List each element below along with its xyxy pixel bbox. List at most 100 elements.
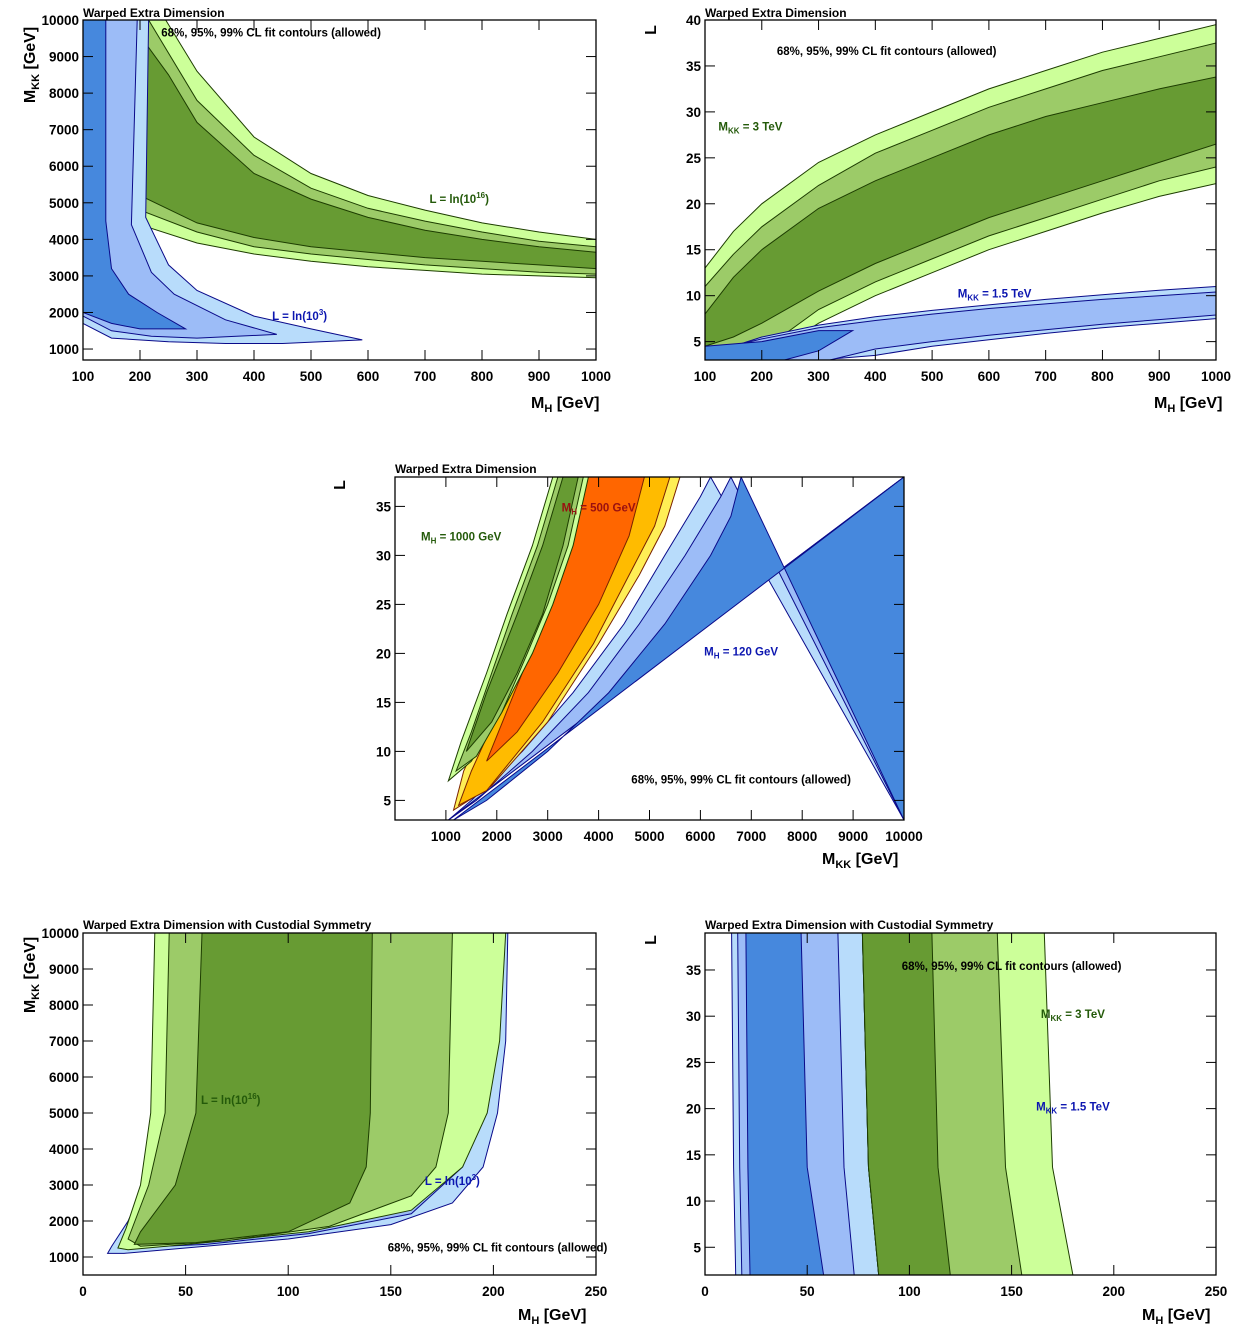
y-axis-label: MKK [GeV]	[22, 27, 42, 103]
annotation: MH = 500 GeV	[562, 502, 636, 516]
x-tick-label: 500	[921, 369, 944, 384]
green-68-cl-band	[861, 933, 951, 1275]
x-tick-label: 700	[1034, 369, 1057, 384]
y-tick-label: 20	[686, 1102, 701, 1117]
blue-68-cl-band	[453, 477, 904, 820]
annotation: 68%, 95%, 99% CL fit contours (allowed)	[388, 1243, 608, 1255]
x-tick-label: 300	[807, 369, 830, 384]
panel-p4: Warped Extra Dimension with Custodial Sy…	[22, 918, 607, 1327]
y-tick-label: 5	[693, 1240, 701, 1255]
y-tick-label: 9000	[49, 50, 79, 65]
y-tick-label: 4000	[49, 232, 79, 247]
x-tick-label: 800	[471, 369, 494, 384]
y-tick-label: 30	[376, 548, 391, 563]
x-tick-label: 7000	[736, 829, 766, 844]
x-tick-label: 10000	[885, 829, 923, 844]
x-tick-label: 9000	[838, 829, 868, 844]
x-axis-label: MKK [GeV]	[822, 851, 898, 871]
green-68-cl-band	[705, 76, 1216, 347]
y-tick-label: 2000	[49, 1214, 79, 1229]
panel-p1: Warped Extra Dimension 100 200 300 400 500 60…	[22, 6, 611, 415]
y-tick-label: 6000	[49, 1070, 79, 1085]
y-axis-label: L	[643, 935, 660, 945]
plot-area: 0 50 100 150 200 250 5 10 15 20 25 30 35 68%, 95%, 99…	[686, 932, 1228, 1299]
x-tick-label: 50	[800, 1284, 815, 1299]
x-tick-label: 900	[528, 369, 551, 384]
x-tick-label: 100	[277, 1284, 300, 1299]
x-tick-label: 100	[72, 369, 95, 384]
x-tick-label: 4000	[584, 829, 614, 844]
green-68-cl-band	[133, 933, 373, 1245]
y-tick-label: 25	[686, 1055, 702, 1070]
x-tick-label: 100	[898, 1284, 921, 1299]
y-tick-label: 7000	[49, 1034, 79, 1049]
blue-68-cl-band	[705, 330, 855, 360]
y-tick-label: 25	[376, 597, 392, 612]
x-tick-label: 200	[482, 1284, 505, 1299]
y-tick-label: 9000	[49, 962, 79, 977]
panel-title: Warped Extra Dimension	[395, 462, 537, 476]
plot-area: 100 200 300 400 500 600 700 800 900 1000 1000 2000 3…	[41, 13, 611, 384]
y-tick-label: 5000	[49, 1106, 79, 1121]
panel-title: Warped Extra Dimension with Custodial Sy…	[705, 918, 994, 932]
y-tick-label: 2000	[49, 305, 79, 320]
panel-p2: Warped Extra Dimension 100 200 300 400 500 60…	[643, 6, 1231, 415]
x-tick-label: 6000	[685, 829, 715, 844]
annotation: MKK = 3 TeV	[1041, 1009, 1105, 1023]
y-tick-label: 3000	[49, 269, 79, 284]
panel-title: Warped Extra Dimension with Custodial Sy…	[83, 918, 372, 932]
y-tick-label: 25	[686, 151, 702, 166]
plot-frame	[704, 932, 1217, 1276]
y-tick-label: 5	[693, 335, 701, 350]
blue-68-cl-band	[83, 20, 188, 330]
annotation: MKK = 1.5 TeV	[1036, 1101, 1110, 1115]
x-tick-label: 50	[178, 1284, 193, 1299]
y-tick-label: 20	[376, 646, 391, 661]
annotation: MH = 120 GeV	[704, 646, 778, 660]
x-tick-label: 600	[978, 369, 1001, 384]
y-tick-label: 1000	[49, 342, 79, 357]
annotation: L = ln(1016)	[201, 1092, 261, 1107]
plot-area: 1000 2000 3000 4000 5000 6000 7000 8000 9000 1000…	[376, 476, 923, 844]
annotation: MH = 1000 GeV	[421, 532, 502, 546]
x-tick-label: 0	[79, 1284, 87, 1299]
x-tick-label: 250	[585, 1284, 608, 1299]
plot-frame	[704, 19, 1217, 361]
x-tick-label: 400	[864, 369, 887, 384]
x-tick-label: 600	[357, 369, 380, 384]
y-axis-label: L	[643, 25, 660, 35]
annotation: 68%, 95%, 99% CL fit contours (allowed)	[777, 46, 997, 58]
y-tick-label: 10	[686, 289, 701, 304]
y-tick-label: 15	[686, 1148, 702, 1163]
x-tick-label: 2000	[482, 829, 512, 844]
panel-p3: Warped Extra Dimension 1000 2000 3000 4000 5…	[332, 462, 923, 871]
panel-p5: Warped Extra Dimension with Custodial Sy…	[643, 918, 1227, 1327]
annotation: L = ln(103)	[425, 1173, 480, 1188]
y-tick-label: 20	[686, 197, 701, 212]
annotation: MKK = 1.5 TeV	[958, 289, 1032, 303]
y-tick-label: 1000	[49, 1250, 79, 1265]
y-tick-label: 7000	[49, 123, 79, 138]
y-tick-label: 30	[686, 105, 701, 120]
y-tick-label: 15	[686, 243, 702, 258]
plot-frame	[82, 19, 597, 361]
y-tick-label: 10000	[41, 926, 79, 941]
x-tick-label: 200	[129, 369, 152, 384]
x-tick-label: 250	[1205, 1284, 1228, 1299]
annotation: L = ln(103)	[272, 308, 327, 323]
plot-frame	[82, 932, 597, 1276]
blue-68-cl-band	[745, 933, 825, 1275]
x-tick-label: 1000	[1201, 369, 1231, 384]
panel-title: Warped Extra Dimension	[83, 6, 225, 20]
x-tick-label: 400	[243, 369, 266, 384]
x-tick-label: 8000	[787, 829, 817, 844]
y-tick-label: 3000	[49, 1178, 79, 1193]
y-tick-label: 10	[686, 1194, 701, 1209]
x-tick-label: 300	[186, 369, 209, 384]
y-tick-label: 6000	[49, 159, 79, 174]
x-tick-label: 100	[694, 369, 717, 384]
annotation: 68%, 95%, 99% CL fit contours (allowed)	[902, 961, 1122, 973]
x-axis-label: MH [GeV]	[1142, 1307, 1210, 1327]
y-tick-label: 8000	[49, 86, 79, 101]
